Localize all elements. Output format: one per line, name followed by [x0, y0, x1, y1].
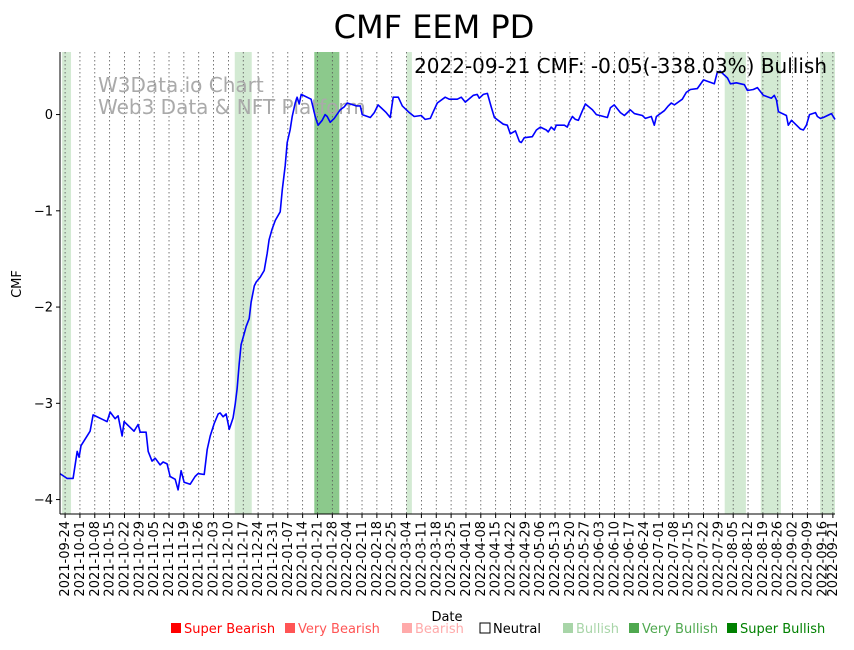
x-tick-label: 2022-07-22: [697, 521, 712, 597]
latest-annotation: 2022-09-21 CMF: -0.05(-338.03%) Bullish: [414, 54, 827, 78]
x-tick-label: 2022-03-11: [414, 521, 429, 597]
cmf-line: [59, 70, 836, 491]
watermark-line-2: Web3 Data & NFT Platform: [98, 95, 366, 119]
x-tick-label: 2022-04-22: [503, 521, 518, 597]
x-tick-label: 2022-07-15: [682, 521, 697, 597]
x-tick-label: 2022-09-21: [826, 521, 841, 597]
watermark-line-1: W3Data.io Chart: [98, 73, 264, 97]
x-tick-label: 2022-02-18: [370, 521, 385, 597]
x-tick-label: 2021-09-24: [58, 521, 73, 597]
x-tick-label: 2022-06-17: [622, 521, 637, 597]
x-tick-label: 2021-11-26: [192, 521, 207, 597]
x-tick-label: 2022-09-02: [786, 521, 801, 597]
legend-swatch: [727, 623, 737, 633]
x-tick-label: 2022-04-01: [459, 521, 474, 597]
x-tick-label: 2022-05-06: [533, 521, 548, 597]
legend-swatch: [629, 623, 639, 633]
x-tick-label: 2022-09-09: [800, 521, 815, 597]
watermark: W3Data.io Chart Web3 Data & NFT Platform: [98, 73, 366, 119]
x-tick-label: 2022-01-07: [281, 521, 296, 597]
x-tick-label: 2021-11-05: [147, 521, 162, 597]
x-tick-label: 2022-06-10: [607, 521, 622, 597]
x-tick-label: 2022-06-03: [593, 521, 608, 597]
legend-swatch: [171, 623, 181, 633]
legend-swatch: [563, 623, 573, 633]
y-ticks: 0 −1 −2 −3 −4: [34, 108, 60, 508]
x-tick-label: 2022-05-13: [548, 521, 563, 597]
y-tick-label: 0: [45, 108, 53, 123]
x-tick-label: 2022-02-25: [385, 521, 400, 597]
y-axis-label: CMF: [10, 270, 25, 298]
regime-band-bullish: [724, 52, 746, 514]
x-ticks: 2021-09-24 2021-10-01 2021-10-08 2021-10-15…: [58, 514, 841, 597]
legend-swatch: [479, 622, 491, 634]
legend-label: Super Bearish: [184, 622, 275, 637]
legend-label: Bullish: [576, 622, 619, 637]
y-tick-label: −3: [34, 397, 53, 412]
legend-label: Bearish: [415, 622, 464, 637]
legend-swatch: [285, 623, 295, 633]
x-tick-label: 2021-11-19: [177, 521, 192, 597]
regime-band-bullish: [234, 52, 252, 514]
legend-label: Super Bullish: [740, 622, 825, 637]
x-gridlines: [64, 52, 834, 514]
x-tick-label: 2022-02-04: [340, 521, 355, 597]
x-tick-label: 2021-12-31: [266, 521, 281, 597]
x-tick-label: 2022-06-24: [637, 521, 652, 597]
x-tick-label: 2022-08-19: [756, 521, 771, 597]
x-tick-label: 2022-03-25: [444, 521, 459, 597]
x-tick-label: 2022-07-08: [667, 521, 682, 597]
x-tick-label: 2021-10-29: [132, 521, 147, 597]
x-tick-label: 2021-12-24: [251, 521, 266, 597]
x-tick-label: 2021-10-08: [88, 521, 103, 597]
regime-band-bullish: [820, 52, 835, 514]
x-tick-label: 2022-01-14: [296, 521, 311, 597]
x-tick-label: 2021-11-12: [162, 521, 177, 597]
x-tick-label: 2022-03-18: [429, 521, 444, 597]
x-tick-label: 2021-12-17: [236, 521, 251, 597]
y-tick-label: −2: [34, 301, 53, 316]
legend-label: Very Bearish: [298, 622, 380, 637]
x-tick-label: 2021-10-22: [117, 521, 132, 597]
x-tick-label: 2022-02-11: [355, 521, 370, 597]
regime-band-bullish: [62, 52, 72, 514]
x-tick-label: 2022-04-15: [489, 521, 504, 597]
x-tick-label: 2022-01-21: [310, 521, 325, 597]
x-tick-label: 2022-08-26: [771, 521, 786, 597]
regime-band-very-bullish: [314, 52, 340, 514]
chart-title: CMF EEM PD: [334, 8, 535, 46]
regime-band-bullish: [406, 52, 412, 514]
x-tick-label: 2022-09-16: [815, 521, 830, 597]
x-tick-label: 2021-10-01: [73, 521, 88, 597]
legend: Super Bearish Very Bearish Bearish Neutral B…: [171, 622, 825, 637]
legend-swatch: [402, 623, 412, 633]
x-tick-label: 2022-08-05: [726, 521, 741, 597]
x-tick-label: 2022-07-01: [652, 521, 667, 597]
legend-label: Very Bullish: [642, 622, 718, 637]
legend-label: Neutral: [493, 622, 541, 637]
x-tick-label: 2021-12-10: [221, 521, 236, 597]
x-tick-label: 2021-12-03: [207, 521, 222, 597]
y-tick-label: −1: [34, 204, 53, 219]
x-axis-label: Date: [431, 610, 462, 625]
x-tick-label: 2022-05-27: [578, 521, 593, 597]
x-tick-label: 2022-01-28: [325, 521, 340, 597]
regime-bands: [62, 52, 835, 514]
x-tick-label: 2022-05-20: [563, 521, 578, 597]
regime-band-bullish: [760, 52, 781, 514]
x-tick-label: 2022-07-29: [711, 521, 726, 597]
x-tick-label: 2022-08-12: [741, 521, 756, 597]
x-tick-label: 2022-04-29: [518, 521, 533, 597]
x-tick-label: 2022-03-04: [400, 521, 415, 597]
x-tick-label: 2022-04-08: [474, 521, 489, 597]
y-tick-label: −4: [34, 493, 53, 508]
x-tick-label: 2021-10-15: [103, 521, 118, 597]
